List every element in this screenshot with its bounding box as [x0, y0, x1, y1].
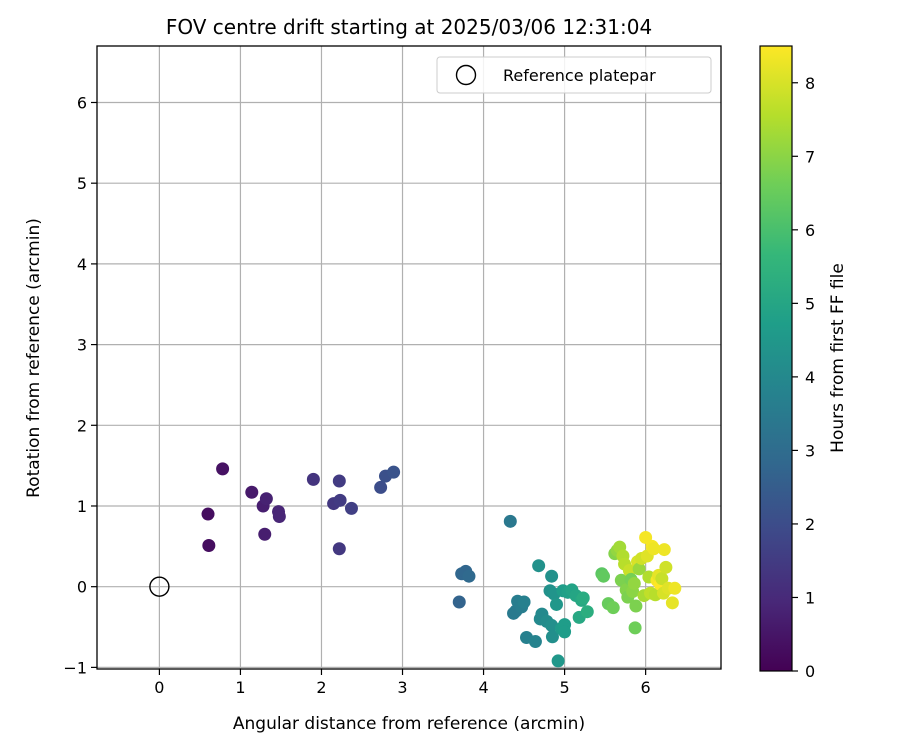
- data-point: [545, 630, 559, 644]
- x-tick-label: 1: [235, 678, 245, 697]
- x-tick-label: 0: [154, 678, 164, 697]
- colorbar-tick-label: 5: [805, 294, 815, 313]
- x-axis-ticks: 0 1 2 3 4 5 6: [154, 669, 651, 697]
- data-point: [259, 492, 273, 506]
- colorbar: [759, 45, 793, 672]
- data-point: [332, 474, 346, 488]
- legend-marker-reference: [455, 64, 477, 86]
- data-point: [387, 465, 401, 479]
- data-point: [503, 514, 517, 528]
- y-tick-label: 0: [77, 578, 87, 597]
- data-point: [532, 559, 546, 573]
- legend-label-reference: Reference platepar: [503, 66, 656, 85]
- x-tick-label: 4: [478, 678, 488, 697]
- reference-point-marker: [149, 576, 170, 597]
- colorbar-label: Hours from first FF file: [828, 263, 848, 453]
- y-tick-label: 5: [77, 174, 87, 193]
- colorbar-tick-label: 8: [805, 74, 815, 93]
- y-tick-label: 2: [77, 416, 87, 435]
- data-point: [306, 472, 320, 486]
- data-point: [628, 621, 642, 635]
- chart-title: FOV centre drift starting at 2025/03/06 …: [166, 15, 652, 39]
- colorbar-tick-label: 1: [805, 588, 815, 607]
- data-point: [517, 595, 531, 609]
- colorbar-tick-label: 4: [805, 368, 815, 387]
- data-point: [216, 462, 230, 476]
- y-axis-ticks: −1 0 1 2 3 4 5 6: [63, 93, 97, 677]
- data-points: [149, 462, 682, 668]
- data-point: [614, 573, 628, 587]
- data-point: [576, 591, 590, 605]
- colorbar-tick-label: 0: [805, 662, 815, 681]
- data-point: [528, 635, 542, 649]
- data-point: [258, 527, 272, 541]
- data-point: [647, 542, 661, 556]
- y-axis-label: Rotation from reference (arcmin): [24, 218, 44, 498]
- data-point: [629, 599, 643, 613]
- y-tick-label: 6: [77, 93, 87, 112]
- data-point: [374, 480, 388, 494]
- data-point: [202, 539, 216, 553]
- x-tick-label: 3: [397, 678, 407, 697]
- data-point: [332, 542, 346, 556]
- data-point: [657, 543, 671, 557]
- x-tick-label: 6: [641, 678, 651, 697]
- colorbar-tick-label: 2: [805, 515, 815, 534]
- y-tick-label: 4: [77, 255, 87, 274]
- data-point: [549, 597, 563, 611]
- y-tick-label: 3: [77, 336, 87, 355]
- y-tick-label: 1: [77, 497, 87, 516]
- colorbar-tick-label: 6: [805, 221, 815, 240]
- data-point: [545, 569, 559, 583]
- data-point: [655, 572, 669, 586]
- x-tick-label: 2: [316, 678, 326, 697]
- data-point: [344, 501, 358, 515]
- data-point: [245, 485, 259, 499]
- colorbar-tick-label: 3: [805, 441, 815, 460]
- data-point: [551, 654, 565, 668]
- data-point: [580, 605, 594, 619]
- x-tick-label: 5: [560, 678, 570, 697]
- x-axis-label: Angular distance from reference (arcmin): [233, 714, 585, 734]
- data-point: [606, 601, 620, 615]
- y-tick-label: −1: [63, 658, 87, 677]
- data-point: [668, 581, 682, 595]
- colorbar-tick-label: 7: [805, 147, 815, 166]
- data-point: [596, 569, 610, 583]
- data-point: [659, 560, 673, 574]
- data-point: [627, 576, 641, 590]
- data-point: [462, 569, 476, 583]
- data-point: [452, 595, 466, 609]
- legend: Reference platepar: [436, 56, 712, 94]
- data-point: [665, 596, 679, 610]
- colorbar-ticks: 0 1 2 3 4 5 6 7 8: [792, 74, 815, 681]
- plot-frame: [96, 45, 722, 670]
- data-point: [201, 507, 215, 521]
- data-point: [333, 493, 347, 507]
- legend-box: [436, 56, 712, 94]
- grid: [97, 46, 721, 669]
- data-point: [272, 509, 286, 523]
- data-point: [558, 625, 572, 639]
- data-point: [632, 562, 646, 576]
